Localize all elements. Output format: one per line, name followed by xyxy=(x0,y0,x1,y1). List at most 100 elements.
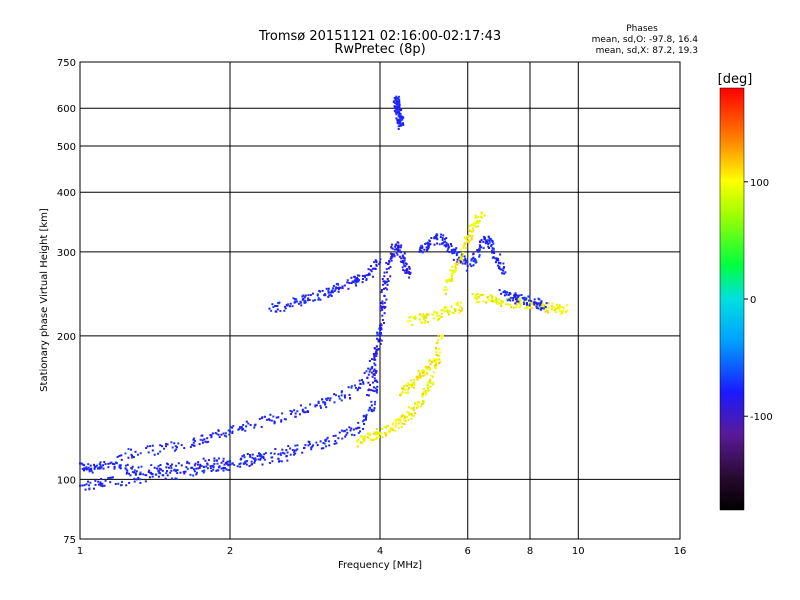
trace-point xyxy=(450,272,453,275)
trace-point xyxy=(363,440,366,443)
trace-point xyxy=(200,434,203,437)
trace-point xyxy=(321,398,324,401)
trace-point xyxy=(338,286,341,289)
trace-point xyxy=(231,462,234,465)
trace-point xyxy=(293,449,296,452)
trace-point xyxy=(244,462,247,465)
trace-point xyxy=(490,294,493,297)
trace-point xyxy=(547,306,550,309)
trace-point xyxy=(153,453,156,456)
trace-point xyxy=(206,462,209,465)
trace-point xyxy=(85,468,88,471)
trace-point xyxy=(271,303,274,306)
trace-point xyxy=(391,247,394,250)
trace-point xyxy=(376,436,379,439)
trace-point xyxy=(376,431,379,434)
trace-point xyxy=(372,432,375,435)
trace-point xyxy=(474,295,477,298)
trace-point xyxy=(165,472,168,475)
trace-point xyxy=(189,473,192,476)
trace-point xyxy=(383,301,386,304)
trace-point xyxy=(399,116,402,119)
trace-point xyxy=(489,294,492,297)
trace-point xyxy=(375,428,378,431)
trace-point xyxy=(441,334,444,337)
trace-point xyxy=(186,467,189,470)
trace-point xyxy=(407,386,410,389)
trace-point xyxy=(366,393,369,396)
trace-point xyxy=(293,451,296,454)
trace-point xyxy=(522,301,525,304)
trace-point xyxy=(229,425,232,428)
trace-point xyxy=(535,305,538,308)
trace-point xyxy=(340,394,343,397)
trace-point xyxy=(370,270,373,273)
trace-point xyxy=(496,258,499,261)
trace-point xyxy=(116,455,119,458)
trace-point xyxy=(349,429,352,432)
trace-point xyxy=(464,262,467,265)
trace-point xyxy=(452,312,455,315)
trace-point xyxy=(303,296,306,299)
trace-point xyxy=(475,216,478,219)
trace-point xyxy=(189,445,192,448)
trace-point xyxy=(223,466,226,469)
trace-point xyxy=(450,242,453,245)
trace-point xyxy=(277,301,280,304)
trace-point xyxy=(422,391,425,394)
trace-point xyxy=(409,316,412,319)
trace-point xyxy=(373,267,376,270)
trace-point xyxy=(384,426,387,429)
trace-point xyxy=(398,114,401,117)
trace-point xyxy=(440,233,443,236)
trace-point xyxy=(119,467,122,470)
trace-point xyxy=(454,309,457,312)
trace-point xyxy=(188,462,191,465)
trace-point xyxy=(370,408,373,411)
trace-point xyxy=(203,466,206,469)
trace-point xyxy=(345,433,348,436)
trace-point xyxy=(531,307,534,310)
trace-point xyxy=(127,448,130,451)
trace-point xyxy=(408,267,411,270)
trace-point xyxy=(327,295,330,298)
trace-point xyxy=(448,310,451,313)
trace-point xyxy=(444,245,447,248)
chart-subtitle: RwPretec (8p) xyxy=(334,42,425,57)
trace-point xyxy=(399,112,402,115)
trace-point xyxy=(454,248,457,251)
trace-point xyxy=(121,480,124,483)
trace-point xyxy=(545,307,548,310)
trace-point xyxy=(399,246,402,249)
trace-point xyxy=(419,376,422,379)
trace-point xyxy=(90,469,93,472)
trace-point xyxy=(398,121,401,124)
trace-point xyxy=(157,465,160,468)
trace-point xyxy=(207,459,210,462)
trace-point xyxy=(509,299,512,302)
trace-point xyxy=(203,469,206,472)
trace-point xyxy=(531,303,534,306)
trace-point xyxy=(492,247,495,250)
trace-point xyxy=(396,121,399,124)
trace-point xyxy=(299,413,302,416)
trace-point xyxy=(215,459,218,462)
trace-point xyxy=(371,381,374,384)
trace-point xyxy=(245,420,248,423)
trace-point xyxy=(296,444,299,447)
trace-point xyxy=(389,428,392,431)
trace-point xyxy=(519,299,522,302)
trace-point xyxy=(218,465,221,468)
trace-point xyxy=(475,221,478,224)
trace-point xyxy=(374,432,377,435)
trace-point xyxy=(422,370,425,373)
trace-point xyxy=(403,416,406,419)
trace-point xyxy=(380,334,383,337)
trace-point xyxy=(538,304,541,307)
trace-point xyxy=(201,441,204,444)
trace-point xyxy=(435,315,438,318)
trace-point xyxy=(348,282,351,285)
trace-point xyxy=(487,235,490,238)
info-heading: Phases xyxy=(626,24,658,34)
trace-point xyxy=(369,368,372,371)
